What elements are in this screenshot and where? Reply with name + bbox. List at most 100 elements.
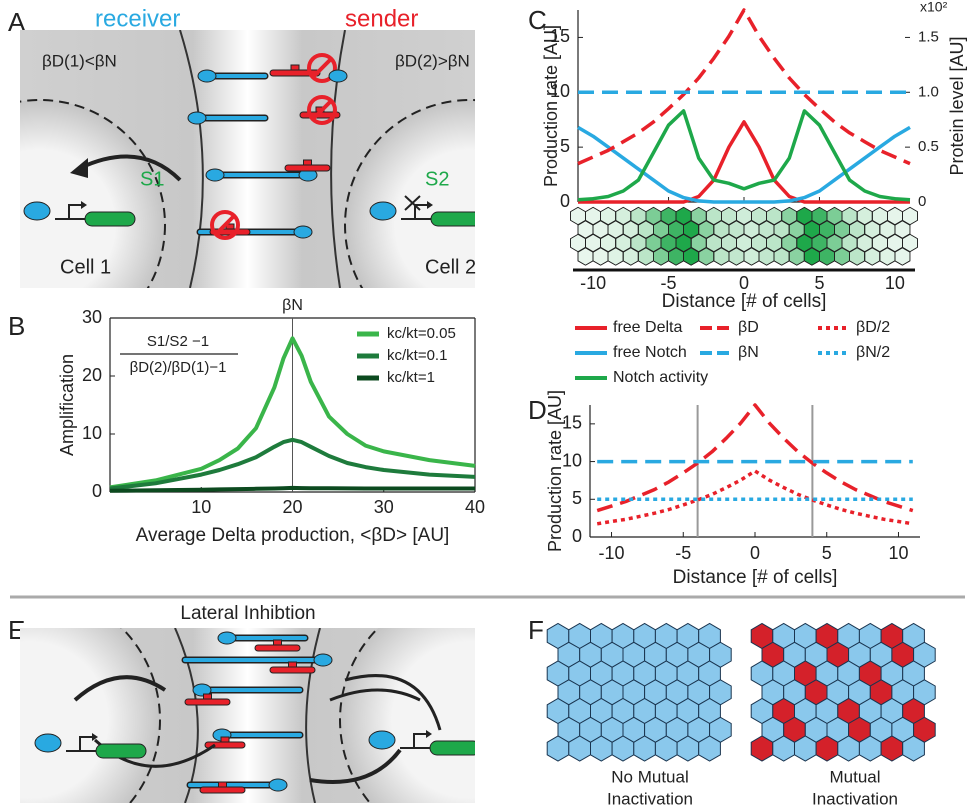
sender-label: sender [345, 5, 418, 32]
diagram-title: Lateral Inhibtion [180, 603, 315, 624]
cell-label: Cell 1 [60, 256, 111, 278]
y-tick-label: 10 [562, 450, 582, 470]
y-axis-label: Production rate [AU] [541, 25, 561, 187]
x-tick-label: 30 [374, 497, 394, 517]
x-tick-label: 0 [739, 273, 749, 293]
chart: 0 5 10 15 -10 -5 0 5 10 Distance [# of cells] Prod… [545, 390, 920, 588]
condition: βD(1)<βN [42, 51, 117, 70]
hex-grid [751, 624, 935, 762]
series-line [597, 405, 913, 511]
legend-label: free Delta [613, 319, 682, 336]
y2-tick-label: 1.5 [918, 28, 939, 45]
legend-label: βN/2 [856, 344, 890, 361]
gene [96, 744, 146, 758]
x-tick-label: 5 [814, 273, 824, 293]
y-tick-label: 20 [82, 365, 102, 385]
series-line [578, 10, 910, 164]
x-tick-label: -5 [661, 273, 677, 293]
caption: Inactivation [812, 789, 898, 808]
legend-label: kc/kt=1 [387, 369, 435, 386]
x-tick-label: -5 [675, 543, 691, 563]
signal: S1 [140, 168, 164, 190]
notch-head [294, 226, 312, 238]
y-tick-label: 10 [82, 423, 102, 443]
y2-tick-label: 1.0 [918, 83, 939, 100]
gene [85, 212, 135, 226]
condition: βD(2)>βN [395, 51, 470, 70]
delta-knob [291, 65, 299, 70]
notch-head [329, 70, 347, 82]
x-tick-label: -10 [599, 543, 625, 563]
x-axis-label: Average Delta production, <βD> [AU] [136, 525, 450, 546]
x-tick-label: 40 [465, 497, 485, 517]
y2-unit: x10² [920, 0, 948, 15]
formula: S1/S2 −1 [147, 333, 209, 350]
x-axis-label: Distance [# of cells] [673, 567, 838, 588]
delta-knob [219, 782, 227, 787]
ligand [369, 731, 395, 749]
figure: ABCDEFreceiversenderβD(1)<βNβD(2)>βNS1S2… [0, 0, 972, 810]
y-tick-label: 30 [82, 307, 102, 327]
legend-label: kc/kt=0.05 [387, 325, 456, 342]
legend-label: βD/2 [856, 319, 890, 336]
delta-knob [289, 662, 297, 667]
reference-label: βN [282, 297, 303, 314]
delta-knob [304, 160, 312, 165]
legend-label: βD [738, 319, 759, 336]
signal: S2 [425, 168, 449, 190]
chart: 0 10 20 30 10 20 30 40 βN Average Delta productio… [57, 297, 485, 546]
x-tick-label: 10 [888, 543, 908, 563]
y-axis-label: Amplification [57, 354, 77, 456]
y-tick-label: 5 [560, 136, 570, 156]
gene [431, 212, 481, 226]
notch-head [188, 112, 206, 124]
x-tick-label: 0 [750, 543, 760, 563]
formula: βD(2)/βD(1)−1 [130, 359, 227, 376]
y-tick-label: 15 [562, 413, 582, 433]
x-tick-label: 5 [822, 543, 832, 563]
ligand [370, 202, 396, 220]
panel-letter: F [528, 615, 544, 645]
x-tick-label: 10 [191, 497, 211, 517]
caption: No Mutual [611, 767, 688, 786]
legend-label: Notch activity [613, 369, 708, 386]
receiver-label: receiver [95, 5, 180, 32]
y2-tick-label: 0.5 [918, 138, 939, 155]
notch-head [314, 654, 332, 666]
gene [430, 741, 480, 755]
caption: Mutual [829, 767, 880, 786]
delta-knob [221, 737, 229, 742]
notch-head [206, 169, 224, 181]
delta-rod [200, 787, 245, 793]
delta-rod [255, 645, 300, 651]
ligand [24, 202, 50, 220]
ligand [35, 734, 61, 752]
series-line [597, 471, 913, 524]
legend: free Delta βD βD/2 free Notch βN βN/2 Notch ac… [575, 319, 890, 386]
notch-head [198, 70, 216, 82]
delta-knob [274, 640, 282, 645]
x-tick-label: 20 [282, 497, 302, 517]
x-axis-label: Distance [# of cells] [662, 291, 827, 312]
panel-letter: B [8, 311, 25, 341]
delta-rod [270, 667, 315, 673]
hex-grid [547, 624, 731, 762]
x-tick-label: 10 [885, 273, 905, 293]
y-tick-label: 0 [92, 481, 102, 501]
caption: Inactivation [607, 789, 693, 808]
delta-rod [285, 165, 330, 171]
y-tick-label: 0 [560, 191, 570, 211]
y-tick-label: 0 [572, 526, 582, 546]
delta-knob [204, 694, 212, 699]
legend-label: βN [738, 344, 759, 361]
y-axis-label: Production rate [AU] [545, 390, 565, 552]
x-tick-label: -10 [580, 273, 606, 293]
legend-label: kc/kt=0.1 [387, 347, 447, 364]
legend-label: free Notch [613, 344, 687, 361]
cell-label: Cell 2 [425, 256, 476, 278]
y-tick-label: 5 [572, 488, 582, 508]
y2-tick-label: 0 [918, 193, 926, 210]
y2-axis-label: Protein level [AU] [947, 36, 967, 175]
notch-head [218, 632, 236, 644]
